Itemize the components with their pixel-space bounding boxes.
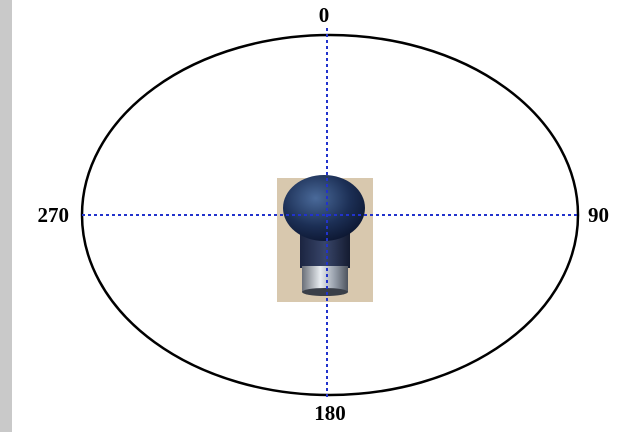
sensor-base <box>302 266 348 292</box>
side-bar <box>0 0 12 432</box>
sensor-dome <box>283 175 365 241</box>
angle-label-left: 270 <box>38 203 70 227</box>
angle-label-right: 90 <box>588 203 609 227</box>
angle-label-top: 0 <box>319 3 330 27</box>
angle-label-bottom: 180 <box>314 401 346 425</box>
sensor-photo <box>277 175 373 302</box>
sensor-base-rim <box>302 288 348 296</box>
